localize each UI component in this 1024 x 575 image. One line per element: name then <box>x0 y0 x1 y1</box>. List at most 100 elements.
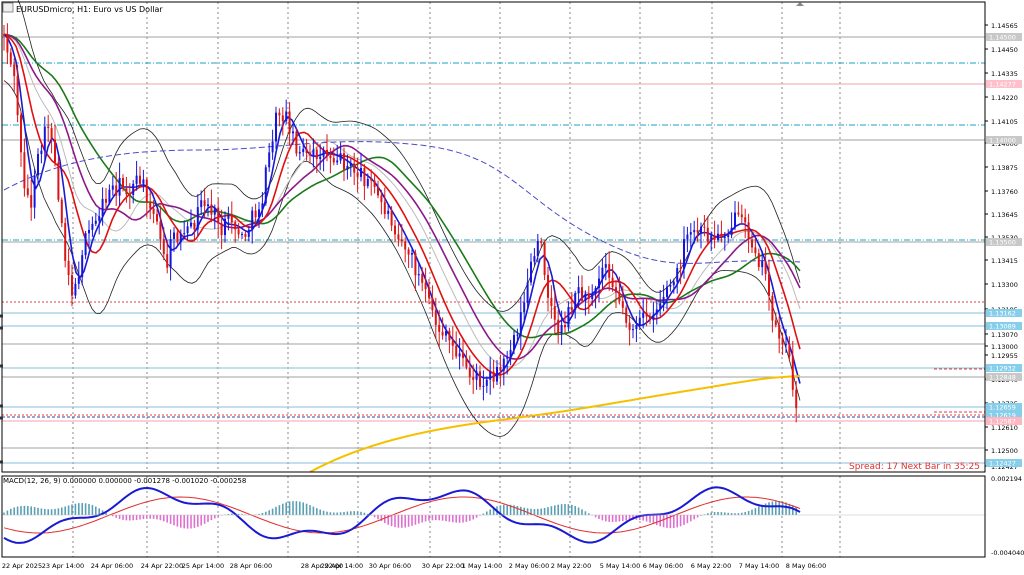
candle-bear <box>608 264 611 278</box>
candle-bull <box>183 233 186 235</box>
candle-bear <box>771 295 774 321</box>
time-axis-label: 28 Apr 06:00 <box>230 562 272 570</box>
price-tick-label: 1.12500 <box>991 447 1018 455</box>
macd-signal-line <box>3 496 801 534</box>
price-label-text: 1.12659 <box>989 404 1016 412</box>
time-axis-label: 24 Apr 06:00 <box>91 562 133 570</box>
candle-bear <box>139 175 141 184</box>
candle-bull <box>387 210 390 214</box>
candle-bull <box>574 293 577 311</box>
candle-bull <box>666 286 668 297</box>
time-axis-label: 23 Apr 14:00 <box>42 562 84 570</box>
candle-bear <box>278 112 281 116</box>
time-axis-label: 25 Apr 14:00 <box>182 562 224 570</box>
candle-bear <box>315 149 318 159</box>
candle-bull <box>81 255 84 278</box>
price-label-text: 1.13500 <box>989 239 1016 247</box>
candle-bull <box>261 203 264 210</box>
candle-bear <box>30 195 33 208</box>
time-axis-label: 24 Apr 22:00 <box>141 562 183 570</box>
price-tick-label: 1.14220 <box>991 94 1018 102</box>
candle-bear <box>6 35 9 53</box>
chart-menu-icon[interactable] <box>2 2 14 13</box>
candle-bear <box>781 338 784 345</box>
candle-bear <box>448 330 451 341</box>
candle-bull <box>482 385 485 387</box>
price-label-text: 1.12587 <box>989 418 1016 426</box>
candle-bull <box>502 358 505 371</box>
candle-bull <box>142 179 145 184</box>
price-label-text: 1.12932 <box>989 365 1016 373</box>
candle-bull <box>485 379 488 386</box>
candle-bear <box>751 239 753 248</box>
price-label-box <box>986 80 1022 88</box>
candle-bear <box>615 287 617 293</box>
horizontal-levels <box>2 36 985 464</box>
candle-bear <box>156 213 158 222</box>
candle-bull <box>91 223 94 230</box>
candle-bull <box>659 303 662 310</box>
candle-bull <box>506 357 509 359</box>
moving-averages <box>3 33 801 473</box>
candle-bear <box>764 261 767 274</box>
candle-bull <box>88 229 90 234</box>
candle-bull <box>271 141 274 153</box>
candle-bear <box>13 64 16 77</box>
candle-bull <box>312 149 315 156</box>
price-label-box <box>986 411 1022 419</box>
candle-bull <box>213 207 216 215</box>
candle-bear <box>60 199 63 224</box>
price-tick-label: 1.13070 <box>991 331 1018 339</box>
candle-bull <box>258 209 260 218</box>
candle-bear <box>145 179 148 202</box>
candle-bull <box>489 371 492 380</box>
candle-bear <box>465 358 468 368</box>
price-tick-label: 1.14105 <box>991 118 1018 126</box>
candle-bull <box>346 165 349 170</box>
candle-bull <box>727 235 730 238</box>
candle-bull <box>526 282 529 303</box>
candle-bear <box>220 223 223 236</box>
candle-bull <box>336 160 339 163</box>
candle-bull <box>693 230 696 233</box>
price-label-box <box>986 403 1022 411</box>
candle-bear <box>757 253 760 268</box>
price-label-text: 1.12427 <box>989 460 1016 468</box>
candle-bull <box>689 232 692 235</box>
price-label-text: 1.13162 <box>989 310 1016 318</box>
macd-panel-frame <box>1 475 986 558</box>
candle-bear <box>122 177 124 189</box>
candle-bear <box>152 208 155 214</box>
candle-bear <box>618 292 621 302</box>
candle-bull <box>37 154 39 176</box>
candle-bear <box>414 253 417 276</box>
candle-bull <box>224 218 226 236</box>
price-label-box <box>986 33 1022 41</box>
candle-bear <box>499 366 502 371</box>
main-panel-frame <box>1 1 986 473</box>
candle-bear <box>431 297 434 311</box>
candle-bull <box>761 261 764 268</box>
candle-bear <box>394 225 396 235</box>
macd-axis-bottom: -0.004040 <box>991 549 1024 557</box>
time-axis-label: 2 May 06:00 <box>509 562 549 570</box>
candle-bear <box>747 222 750 240</box>
candle-bull <box>533 256 536 262</box>
left-level-marker <box>0 416 3 420</box>
candle-bear <box>451 340 454 346</box>
candle-bear <box>3 34 5 36</box>
candle-bear <box>159 221 162 239</box>
candle-bull <box>196 207 199 230</box>
candle-bull <box>366 178 369 187</box>
shift-marker-icon[interactable] <box>796 2 804 6</box>
candle-bear <box>244 234 247 237</box>
time-axis-label: 30 Apr 22:00 <box>422 562 464 570</box>
price-label-box <box>986 322 1022 330</box>
candle-bear <box>64 223 67 261</box>
candle-bear <box>332 158 335 163</box>
candle-bull <box>519 312 522 335</box>
spread-readout: Spread: 17 Next Bar in 35:25 <box>849 462 980 472</box>
candle-bear <box>329 155 332 159</box>
